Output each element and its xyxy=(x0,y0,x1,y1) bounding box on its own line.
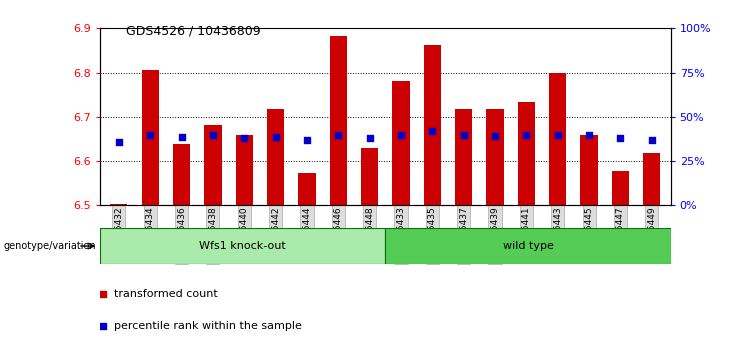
Bar xyxy=(173,144,190,205)
Point xyxy=(520,132,532,137)
Bar xyxy=(236,135,253,205)
Point xyxy=(364,135,376,141)
Point xyxy=(333,132,345,137)
Bar xyxy=(205,125,222,205)
Text: GDS4526 / 10436809: GDS4526 / 10436809 xyxy=(126,25,261,38)
Bar xyxy=(267,109,285,205)
Text: percentile rank within the sample: percentile rank within the sample xyxy=(113,321,302,331)
Bar xyxy=(549,73,566,205)
Point xyxy=(395,132,407,138)
Point xyxy=(301,137,313,143)
Bar xyxy=(518,102,535,205)
Point xyxy=(614,135,626,141)
Point xyxy=(113,139,124,144)
Point xyxy=(239,135,250,141)
Bar xyxy=(299,173,316,205)
Text: Wfs1 knock-out: Wfs1 knock-out xyxy=(199,241,286,251)
Bar xyxy=(393,81,410,205)
Bar xyxy=(142,70,159,205)
Bar xyxy=(580,135,598,205)
Text: genotype/variation: genotype/variation xyxy=(4,241,96,251)
Bar xyxy=(100,228,385,264)
Point xyxy=(98,291,110,297)
Text: wild type: wild type xyxy=(502,241,554,251)
Point xyxy=(489,133,501,139)
Text: transformed count: transformed count xyxy=(113,289,217,299)
Point xyxy=(144,132,156,137)
Bar xyxy=(486,109,504,205)
Point xyxy=(207,132,219,137)
Bar xyxy=(643,153,660,205)
Point xyxy=(98,323,110,329)
Bar xyxy=(361,148,378,205)
Point xyxy=(552,132,564,138)
Point xyxy=(583,132,595,138)
Point xyxy=(646,137,658,143)
Point xyxy=(426,129,438,134)
Point xyxy=(270,134,282,139)
Bar xyxy=(110,204,127,205)
Bar xyxy=(330,36,347,205)
Bar xyxy=(424,45,441,205)
Bar xyxy=(612,171,629,205)
Bar xyxy=(385,228,671,264)
Point xyxy=(176,134,187,139)
Bar xyxy=(455,109,472,205)
Point xyxy=(458,132,470,138)
